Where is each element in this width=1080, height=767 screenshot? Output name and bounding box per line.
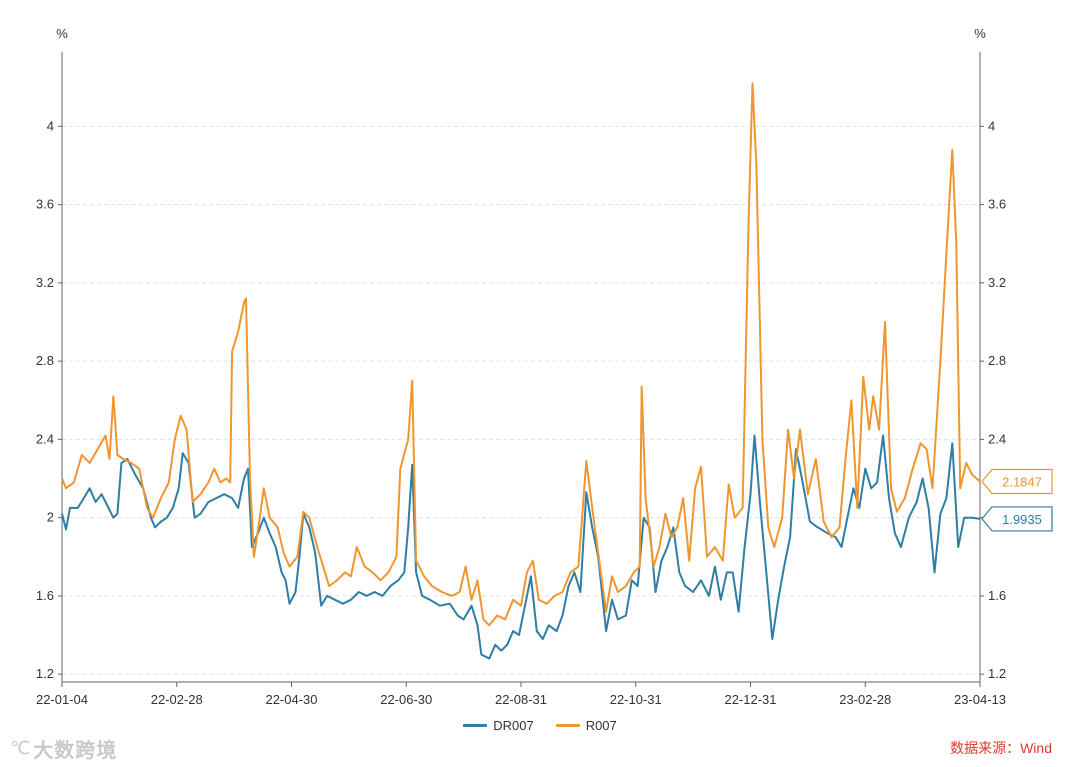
y-tick-label-left: 2.8 xyxy=(36,353,54,368)
legend-label-r007: R007 xyxy=(585,718,617,733)
series-line-r007 xyxy=(61,82,981,627)
y-tick-label-left: 4 xyxy=(47,118,54,133)
legend-swatch-dr007 xyxy=(463,724,488,727)
data-source-label: 数据来源：Wind xyxy=(950,740,1052,756)
x-tick-label: 23-02-28 xyxy=(839,692,891,707)
y-tick-label-left: 2.4 xyxy=(36,431,54,446)
end-value-box xyxy=(981,468,1053,495)
x-tick-label: 22-10-31 xyxy=(610,692,662,707)
y-tick-label-right: 1.6 xyxy=(988,588,1006,603)
x-tick-label: 22-08-31 xyxy=(495,692,547,707)
end-value-callout-r007: 2.1847 xyxy=(981,468,1053,495)
y-tick-label-right: 2.4 xyxy=(988,431,1006,446)
chart-legend: DR007 R007 xyxy=(0,718,1080,733)
y-tick-label-left: 2 xyxy=(47,510,54,525)
legend-swatch-r007 xyxy=(555,724,580,727)
y-tick-label-right: 4 xyxy=(988,118,995,133)
end-value-callout-dr007: 1.9935 xyxy=(981,506,1053,532)
y-tick-label-left: 1.2 xyxy=(36,666,54,681)
legend-item-r007[interactable]: R007 xyxy=(555,718,617,733)
end-value-label: 2.1847 xyxy=(1002,475,1042,490)
y-tick-label-right: 1.2 xyxy=(988,666,1006,681)
y-tick-label-left: 1.6 xyxy=(36,588,54,603)
x-tick-label: 22-06-30 xyxy=(380,692,432,707)
legend-label-dr007: DR007 xyxy=(493,718,534,733)
y-tick-label-right: 3.2 xyxy=(988,275,1006,290)
x-tick-label: 22-02-28 xyxy=(151,692,203,707)
y-axis-unit-left: % xyxy=(56,26,68,41)
x-tick-label: 22-12-31 xyxy=(724,692,776,707)
watermark: ℃ 大数跨境 xyxy=(10,734,117,763)
brand-logo-icon: ℃ xyxy=(10,738,32,758)
watermark-text: 大数跨境 xyxy=(33,740,118,762)
end-value-box xyxy=(981,506,1053,532)
y-tick-label-right: 3.6 xyxy=(988,197,1006,212)
y-tick-label-left: 3.2 xyxy=(36,275,54,290)
y-tick-label-right: 2.8 xyxy=(988,353,1006,368)
y-axis-unit-right: % xyxy=(974,26,986,41)
y-tick-label-left: 3.6 xyxy=(36,197,54,212)
x-tick-label: 23-04-13 xyxy=(954,692,1006,707)
end-value-label: 1.9935 xyxy=(1002,512,1042,527)
legend-item-dr007[interactable]: DR007 xyxy=(463,718,534,733)
x-tick-label: 22-01-04 xyxy=(36,692,88,707)
series-line-dr007 xyxy=(61,434,981,660)
x-tick-label: 22-04-30 xyxy=(265,692,317,707)
